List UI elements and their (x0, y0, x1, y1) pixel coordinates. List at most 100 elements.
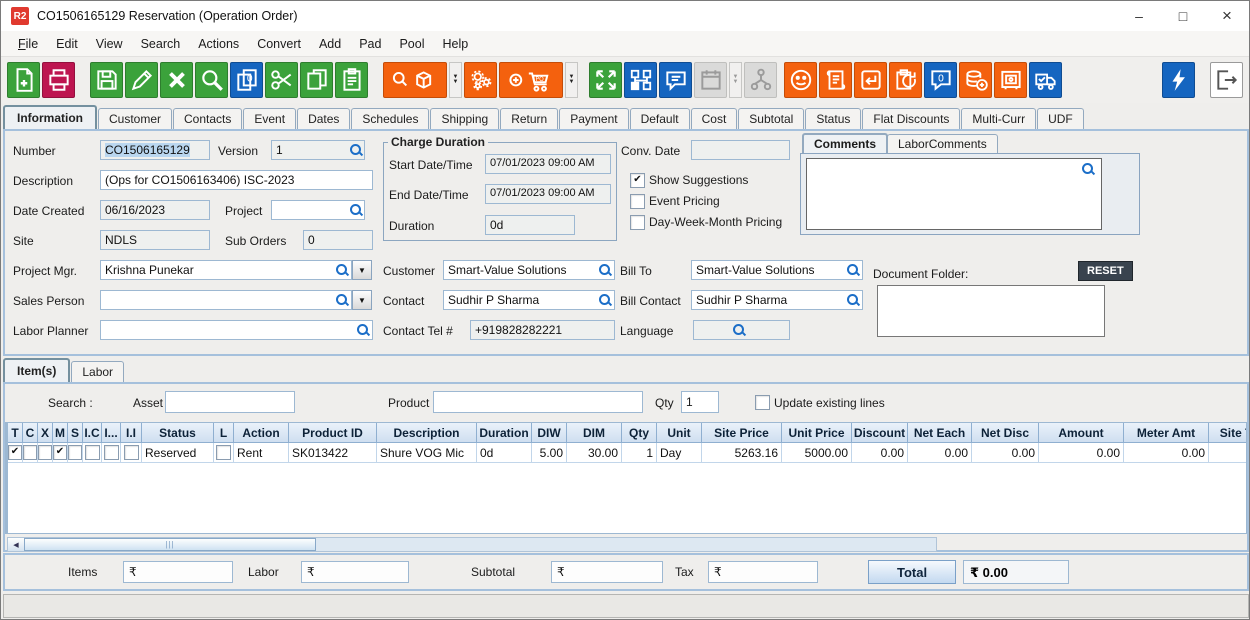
tab-customer[interactable]: Customer (98, 108, 173, 129)
comments-search-icon[interactable] (1081, 162, 1094, 175)
tab-flat-discounts[interactable]: Flat Discounts (862, 108, 961, 129)
row-checkbox-s[interactable] (68, 445, 82, 460)
total-button[interactable]: Total (868, 560, 957, 584)
menu-convert[interactable]: Convert (257, 36, 301, 51)
project-field[interactable] (271, 200, 365, 220)
number-field[interactable]: CO1506165129 (100, 140, 210, 160)
product-search-icon[interactable] (383, 62, 447, 98)
event-pricing-checkbox[interactable] (630, 194, 645, 209)
menu-add[interactable]: Add (318, 36, 342, 51)
table-column-header[interactable]: Net Each (908, 423, 972, 443)
table-column-header[interactable]: I.I (121, 423, 142, 443)
row-checkbox-x[interactable] (38, 445, 52, 460)
language-search-icon[interactable] (732, 323, 745, 336)
table-column-header[interactable]: Site Total Co (1209, 423, 1246, 443)
sales-person-dropdown[interactable]: ▼ (352, 290, 372, 310)
bill-to-search-icon[interactable] (846, 263, 859, 276)
contact-field[interactable]: Sudhir P Sharma (443, 290, 615, 310)
row-checkbox-t[interactable]: ✔ (8, 445, 22, 460)
menu-help[interactable]: Help (442, 36, 469, 51)
bill-contact-search-icon[interactable] (846, 293, 859, 306)
start-datetime-field[interactable]: 07/01/2023 09:00 AM (485, 154, 611, 174)
sub-orders-field[interactable]: 0 (303, 230, 373, 250)
update-lines-checkbox[interactable] (755, 395, 770, 410)
tab-udf[interactable]: UDF (1037, 108, 1084, 129)
version-search-icon[interactable] (349, 143, 362, 156)
tab-multi-curr[interactable]: Multi-Curr (961, 108, 1037, 129)
truck-icon[interactable] (1029, 62, 1062, 98)
table-column-header[interactable]: Meter Amt (1124, 423, 1209, 443)
document-scroll-icon[interactable] (819, 62, 852, 98)
tab-dates[interactable]: Dates (297, 108, 351, 129)
search-icon[interactable] (195, 62, 228, 98)
gears-icon[interactable] (464, 62, 497, 98)
minimize-button[interactable]: – (1135, 8, 1143, 24)
product-search-dropdown[interactable]: ▼ ▼ (449, 62, 462, 98)
date-created-field[interactable]: 06/16/2023 (100, 200, 210, 220)
table-column-header[interactable]: Description (377, 423, 477, 443)
site-field[interactable]: NDLS (100, 230, 210, 250)
duration-field[interactable]: 0d (485, 215, 575, 235)
table-column-header[interactable]: Unit (657, 423, 702, 443)
asset-input[interactable] (165, 391, 295, 413)
tab-payment[interactable]: Payment (559, 108, 629, 129)
tab-contacts[interactable]: Contacts (173, 108, 243, 129)
tab-items[interactable]: Item(s) (3, 358, 71, 382)
table-column-header[interactable]: Unit Price (782, 423, 852, 443)
contact-search-icon[interactable] (598, 293, 611, 306)
labor-comments-tab[interactable]: LaborComments (887, 134, 998, 153)
labor-planner-field[interactable] (100, 320, 373, 340)
menu-pool[interactable]: Pool (399, 36, 425, 51)
row-checkbox-l[interactable] (216, 445, 231, 460)
cut-scissors-icon[interactable] (265, 62, 298, 98)
scrollbar-thumb[interactable]: ||| (24, 538, 316, 551)
duplicate-icon[interactable] (300, 62, 333, 98)
vault-icon[interactable] (994, 62, 1027, 98)
qty-input[interactable]: 1 (681, 391, 719, 413)
tab-labor[interactable]: Labor (71, 361, 125, 382)
bill-to-field[interactable]: Smart-Value Solutions (691, 260, 863, 280)
customer-search-icon[interactable] (598, 263, 611, 276)
sales-person-field[interactable] (100, 290, 352, 310)
contact-tel-field[interactable]: +919828282221 (470, 320, 615, 340)
paste-clipboard-icon[interactable] (335, 62, 368, 98)
add-po-cart-icon[interactable]: PO (499, 62, 563, 98)
table-column-header[interactable]: Product ID (289, 423, 377, 443)
new-order-icon[interactable] (7, 62, 40, 98)
clipboard-refresh-icon[interactable] (889, 62, 922, 98)
row-checkbox-m[interactable]: ✔ (53, 445, 67, 460)
copy-view-icon[interactable]: 0 (230, 62, 263, 98)
tab-return[interactable]: Return (500, 108, 559, 129)
labor-planner-search-icon[interactable] (356, 323, 369, 336)
end-datetime-field[interactable]: 07/01/2023 09:00 AM (485, 184, 611, 204)
expand-arrows-icon[interactable] (589, 62, 622, 98)
table-row[interactable]: ✔ ✔ Reserved Rent SK013422 Shure VOG Mic… (8, 443, 1246, 463)
exit-icon[interactable] (1210, 62, 1243, 98)
table-column-header[interactable]: Amount (1039, 423, 1124, 443)
smiley-icon[interactable] (784, 62, 817, 98)
table-column-header[interactable]: C (23, 423, 38, 443)
lightning-icon[interactable] (1162, 62, 1195, 98)
tab-event[interactable]: Event (243, 108, 297, 129)
show-suggestions-checkbox[interactable]: ✔ (630, 173, 645, 188)
table-column-header[interactable]: DIW (532, 423, 567, 443)
table-column-header[interactable]: I.C (83, 423, 102, 443)
bill-contact-field[interactable]: Sudhir P Sharma (691, 290, 863, 310)
table-column-header[interactable]: Net Disc (972, 423, 1039, 443)
comments-textarea[interactable] (806, 158, 1102, 230)
delete-x-icon[interactable] (160, 62, 193, 98)
project-mgr-field[interactable]: Krishna Punekar (100, 260, 352, 280)
table-column-header[interactable]: Qty (622, 423, 657, 443)
save-icon[interactable] (90, 62, 123, 98)
tab-schedules[interactable]: Schedules (351, 108, 430, 129)
tab-cost[interactable]: Cost (690, 108, 738, 129)
row-checkbox-c[interactable] (23, 445, 37, 460)
tab-subtotal[interactable]: Subtotal (738, 108, 805, 129)
table-column-header[interactable]: Duration (477, 423, 532, 443)
menu-edit[interactable]: Edit (56, 36, 78, 51)
table-column-header[interactable]: M (53, 423, 68, 443)
maximize-button[interactable]: □ (1178, 8, 1188, 24)
table-column-header[interactable]: L (214, 423, 234, 443)
table-column-header[interactable]: I... (102, 423, 121, 443)
document-folder-box[interactable] (877, 285, 1105, 337)
